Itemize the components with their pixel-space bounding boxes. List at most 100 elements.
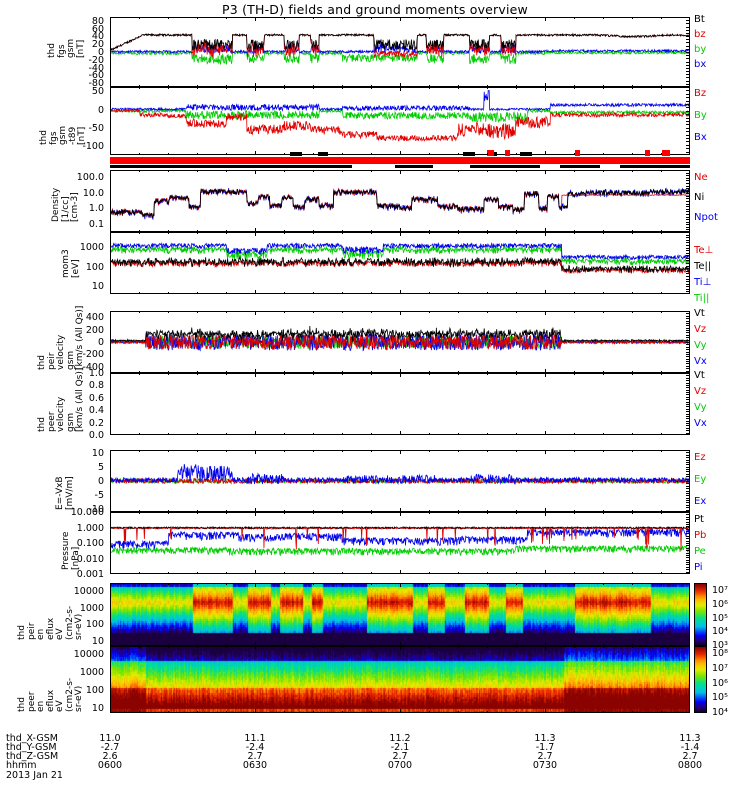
axis-minor-tick xyxy=(686,425,690,427)
axis-tick-value: 11.3 xyxy=(534,733,556,744)
axis-minor-tick xyxy=(574,17,575,19)
axis-tick-value: 0730 xyxy=(532,760,558,771)
axis-major-tick xyxy=(400,369,401,373)
event-mark-red xyxy=(662,150,670,156)
axis-minor-tick xyxy=(686,483,690,485)
axis-minor-tick xyxy=(139,232,140,234)
axis-minor-tick xyxy=(226,572,227,574)
axis-minor-tick xyxy=(371,512,372,514)
axis-minor-tick xyxy=(197,572,198,574)
y-tick-label: 0 xyxy=(97,104,104,116)
axis-minor-tick xyxy=(686,17,690,18)
axis-major-tick xyxy=(689,232,690,236)
legend-peir-velocity-Vx: Vx xyxy=(694,356,707,367)
axis-minor-tick xyxy=(686,198,690,200)
axis-minor-tick xyxy=(458,572,459,574)
axis-minor-tick xyxy=(168,583,169,585)
axis-minor-tick xyxy=(487,572,488,574)
axis-minor-tick xyxy=(686,45,690,47)
axis-minor-tick xyxy=(429,170,430,172)
axis-minor-tick xyxy=(342,17,343,19)
axis-major-tick xyxy=(110,83,111,87)
axis-minor-tick xyxy=(686,404,690,405)
axis-minor-tick xyxy=(371,450,372,452)
axis-major-tick xyxy=(110,369,111,373)
axis-major-tick xyxy=(545,508,546,512)
axis-minor-tick xyxy=(371,646,372,648)
axis-minor-tick xyxy=(686,552,690,554)
axis-minor-tick xyxy=(139,17,140,19)
axis-minor-tick xyxy=(226,153,227,155)
legend-peir-velocity-Vz: Vz xyxy=(694,324,707,335)
axis-minor-tick xyxy=(632,644,633,646)
axis-minor-tick xyxy=(458,230,459,232)
axis-tick-value: 0630 xyxy=(242,760,268,771)
axis-minor-tick xyxy=(458,292,459,294)
axis-tick-value: 11.0 xyxy=(99,733,121,744)
axis-minor-tick xyxy=(686,545,690,547)
axis-minor-tick xyxy=(371,583,372,585)
axis-minor-tick xyxy=(516,373,517,375)
axis-major-tick xyxy=(255,17,256,21)
colorbar-tick-label: 10⁵ xyxy=(712,612,728,624)
axis-minor-tick xyxy=(574,311,575,313)
axis-minor-tick xyxy=(284,292,285,294)
axis-major-tick xyxy=(110,646,111,650)
event-mark xyxy=(110,165,250,168)
legend-pressure-Pb: Pb xyxy=(694,530,707,541)
axis-tick-value: 2.6 xyxy=(102,751,118,762)
event-mark xyxy=(318,152,328,156)
axis-minor-tick xyxy=(342,646,343,648)
axis-minor-tick xyxy=(371,17,372,19)
axis-minor-tick xyxy=(458,450,459,452)
axis-minor-tick xyxy=(487,512,488,514)
axis-major-tick xyxy=(255,369,256,373)
y-tick-label: 10 xyxy=(91,281,104,293)
axis-major-tick xyxy=(110,17,111,21)
axis-minor-tick xyxy=(686,286,690,288)
axis-major-tick xyxy=(400,512,401,516)
axis-minor-tick xyxy=(686,356,690,358)
axis-major-tick xyxy=(255,151,256,155)
axis-major-tick xyxy=(110,290,111,294)
legend-temperature-Te: Te|| xyxy=(694,261,712,272)
axis-major-tick xyxy=(545,17,546,21)
axis-minor-tick xyxy=(284,373,285,375)
axis-minor-tick xyxy=(139,230,140,232)
axis-minor-tick xyxy=(226,583,227,585)
axis-minor-tick xyxy=(342,433,343,435)
axis-tick-value: 2.7 xyxy=(247,751,263,762)
axis-minor-tick xyxy=(686,401,690,403)
axis-minor-tick xyxy=(686,283,690,285)
axis-minor-tick xyxy=(197,373,198,375)
axis-minor-tick xyxy=(686,415,690,417)
axis-minor-tick xyxy=(574,232,575,234)
axis-minor-tick xyxy=(371,644,372,646)
axis-major-tick xyxy=(545,369,546,373)
axis-major-tick xyxy=(400,290,401,294)
axis-major-tick xyxy=(689,170,690,174)
axis-minor-tick xyxy=(686,382,690,384)
axis-minor-tick xyxy=(284,583,285,585)
axis-major-tick xyxy=(400,646,401,650)
axis-minor-tick xyxy=(487,433,488,435)
axis-tick-value: -2.7 xyxy=(100,742,120,753)
axis-major-tick xyxy=(545,512,546,516)
axis-minor-tick xyxy=(661,510,662,512)
axis-major-tick xyxy=(689,512,690,516)
axis-minor-tick xyxy=(429,644,430,646)
y-tick-label: 0.001 xyxy=(76,569,104,580)
axis-minor-tick xyxy=(686,64,690,66)
axis-minor-tick xyxy=(661,170,662,172)
y-tick-label: 100 xyxy=(85,261,104,273)
axis-minor-tick xyxy=(686,358,690,360)
axis-minor-tick xyxy=(516,644,517,646)
axis-minor-tick xyxy=(197,17,198,19)
axis-minor-tick xyxy=(686,384,690,386)
axis-minor-tick xyxy=(574,510,575,512)
axis-minor-tick xyxy=(226,230,227,232)
y-tick-label: 0.010 xyxy=(76,553,104,565)
axis-minor-tick xyxy=(371,232,372,234)
axis-major-tick xyxy=(689,570,690,574)
axis-minor-tick xyxy=(686,547,690,549)
